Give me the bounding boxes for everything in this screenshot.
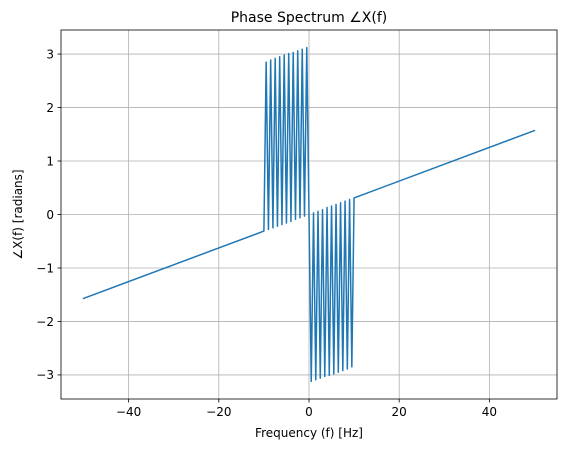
x-axis-label: Frequency (f) [Hz] [255,426,363,440]
y-tick-label: −1 [36,261,54,275]
y-tick-label: −3 [36,368,54,382]
y-tick-label: −2 [36,315,54,329]
y-tick-label: 1 [46,154,54,168]
x-tick-label: −20 [206,405,231,419]
y-axis-label: ∠X(f) [radians] [11,169,25,259]
chart-title: Phase Spectrum ∠X(f) [231,10,388,26]
y-tick-label: 2 [46,101,54,115]
x-tick-label: 0 [305,405,313,419]
y-tick-label: 0 [46,208,54,222]
x-tick-label: −40 [116,405,141,419]
y-tick-label: 3 [46,47,54,61]
x-tick-label: 40 [482,405,497,419]
x-tick-label: 20 [392,405,407,419]
